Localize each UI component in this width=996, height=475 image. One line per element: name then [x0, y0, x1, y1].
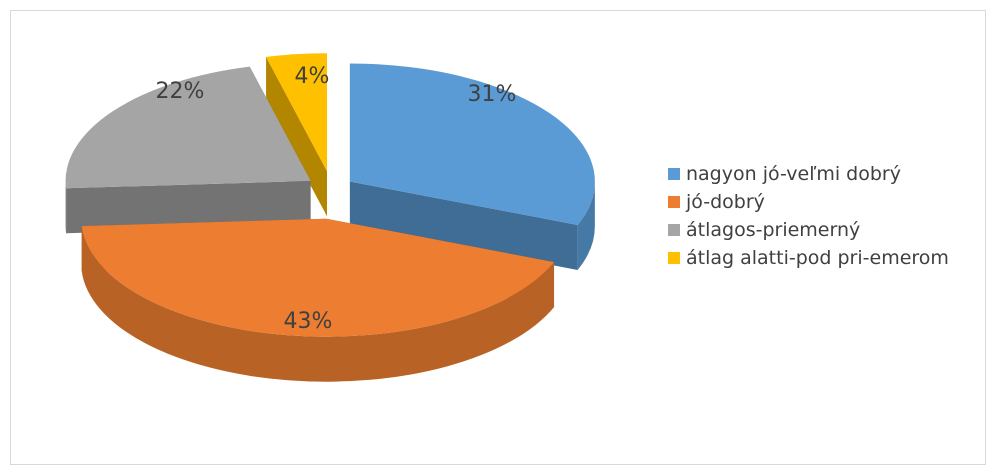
- legend-swatch: [668, 168, 680, 180]
- legend-swatch: [668, 196, 680, 208]
- slice-face: [349, 181, 578, 270]
- slice: [349, 63, 595, 225]
- legend-label: átlag alatti-pod pri-emerom: [686, 247, 949, 269]
- slice: [266, 53, 327, 172]
- legend: nagyon jó-veľmi dobrý jó-dobrý átlagos-pri…: [668, 162, 966, 274]
- slice-face: [66, 180, 311, 234]
- legend-label: nagyon jó-veľmi dobrý: [686, 163, 901, 185]
- legend-label: átlagos-priemerný: [686, 219, 861, 241]
- data-label: 31%: [468, 82, 517, 107]
- legend-item: nagyon jó-veľmi dobrý: [668, 162, 966, 186]
- data-label: 4%: [295, 64, 330, 89]
- data-label: 22%: [156, 79, 205, 104]
- legend-item: átlag alatti-pod pri-emerom: [668, 246, 966, 270]
- slice-face: [266, 56, 327, 217]
- slice-side: [81, 226, 555, 382]
- slice: [81, 218, 555, 337]
- legend-item: átlagos-priemerný: [668, 218, 966, 242]
- legend-item: jó-dobrý: [668, 190, 966, 214]
- slice: [65, 66, 311, 189]
- legend-label: jó-dobrý: [686, 191, 765, 213]
- data-label: 43%: [284, 309, 333, 334]
- legend-swatch: [668, 252, 680, 264]
- slice-side: [577, 181, 595, 270]
- legend-swatch: [668, 224, 680, 236]
